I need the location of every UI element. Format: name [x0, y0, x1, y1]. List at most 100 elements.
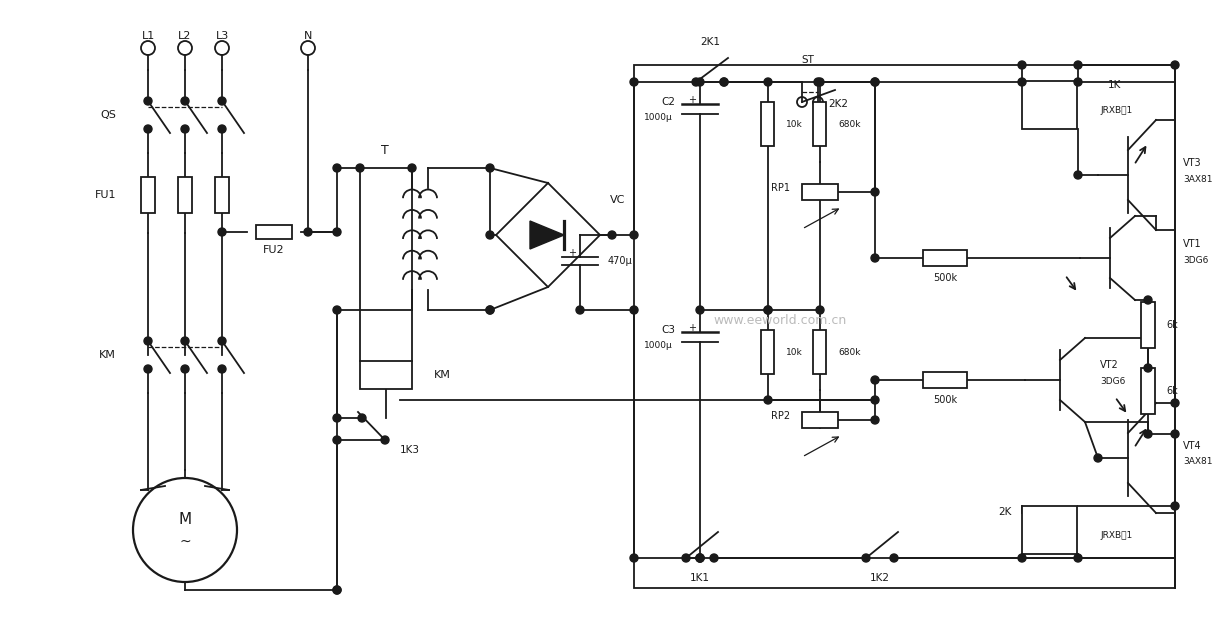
Text: 500k: 500k [933, 395, 957, 405]
Circle shape [1171, 61, 1178, 69]
Text: VT4: VT4 [1183, 441, 1202, 451]
Circle shape [181, 125, 189, 133]
Text: 680k: 680k [838, 119, 860, 128]
Circle shape [181, 337, 189, 345]
Text: 500k: 500k [933, 273, 957, 283]
Circle shape [218, 228, 225, 236]
Text: C3: C3 [662, 325, 675, 335]
Bar [813, 330, 827, 374]
Text: 1K: 1K [1107, 80, 1121, 90]
Text: KM: KM [99, 350, 116, 360]
Text: C2: C2 [662, 97, 675, 107]
Circle shape [696, 554, 704, 562]
Circle shape [816, 78, 824, 86]
Text: 6k: 6k [1166, 386, 1177, 396]
Circle shape [696, 554, 704, 562]
Text: RP2: RP2 [771, 411, 790, 421]
Text: 1000μ: 1000μ [643, 113, 673, 122]
Text: +: + [688, 95, 696, 105]
Circle shape [358, 414, 366, 422]
Bar [922, 250, 967, 266]
Text: FU2: FU2 [263, 245, 284, 255]
Bar [762, 102, 774, 146]
Circle shape [1018, 78, 1027, 86]
Circle shape [764, 78, 772, 86]
Circle shape [181, 97, 189, 105]
Circle shape [764, 306, 772, 314]
Text: 2K2: 2K2 [828, 99, 848, 109]
Circle shape [1144, 364, 1152, 372]
Circle shape [145, 337, 152, 345]
Bar [141, 177, 156, 213]
Circle shape [608, 231, 616, 239]
Polygon shape [530, 221, 564, 249]
Circle shape [720, 78, 728, 86]
Text: VT3: VT3 [1183, 158, 1202, 168]
Circle shape [871, 416, 880, 424]
Text: VT1: VT1 [1183, 239, 1202, 249]
Text: 6k: 6k [1166, 320, 1177, 330]
Bar [635, 65, 1175, 588]
Circle shape [871, 78, 880, 86]
Circle shape [486, 231, 494, 239]
Circle shape [333, 586, 341, 594]
Text: 3DG6: 3DG6 [1100, 376, 1126, 385]
Bar [813, 102, 827, 146]
Circle shape [486, 164, 494, 172]
Text: 1K2: 1K2 [870, 573, 891, 583]
Circle shape [764, 306, 772, 314]
Circle shape [696, 306, 704, 314]
Circle shape [333, 414, 341, 422]
Bar [1023, 81, 1078, 129]
Circle shape [218, 365, 225, 373]
Circle shape [862, 554, 870, 562]
Bar [1140, 368, 1155, 414]
Circle shape [1018, 554, 1027, 562]
Circle shape [304, 228, 312, 236]
Circle shape [1094, 454, 1102, 462]
Text: L2: L2 [179, 31, 191, 41]
Text: L1: L1 [141, 31, 154, 41]
Circle shape [1074, 171, 1082, 179]
Circle shape [486, 306, 494, 314]
Circle shape [576, 306, 584, 314]
Text: 3DG6: 3DG6 [1183, 256, 1208, 265]
Circle shape [1144, 296, 1152, 304]
Circle shape [218, 337, 225, 345]
Text: VT2: VT2 [1100, 360, 1118, 370]
Circle shape [486, 306, 494, 314]
Text: KM: KM [434, 370, 451, 380]
Bar [802, 412, 838, 428]
Text: T: T [381, 144, 388, 156]
Text: RP1: RP1 [771, 183, 790, 193]
Circle shape [696, 554, 704, 562]
Circle shape [1144, 430, 1152, 438]
Text: VC: VC [610, 195, 626, 205]
Circle shape [630, 231, 638, 239]
Circle shape [1074, 554, 1082, 562]
Circle shape [764, 396, 772, 404]
Text: L3: L3 [216, 31, 229, 41]
Text: www.eeworld.com.cn: www.eeworld.com.cn [713, 313, 846, 326]
Circle shape [1074, 61, 1082, 69]
Text: 1K3: 1K3 [401, 445, 420, 455]
Bar [178, 177, 192, 213]
Circle shape [333, 436, 341, 444]
Text: +: + [568, 248, 576, 258]
Circle shape [218, 125, 225, 133]
Circle shape [218, 97, 225, 105]
Circle shape [871, 396, 880, 404]
Circle shape [692, 78, 699, 86]
Text: 680k: 680k [838, 347, 860, 356]
Circle shape [333, 164, 341, 172]
Text: 2K: 2K [998, 507, 1012, 517]
Circle shape [145, 365, 152, 373]
Text: 2K1: 2K1 [699, 37, 720, 47]
Text: JRXB－1: JRXB－1 [1100, 531, 1132, 540]
Bar [360, 361, 412, 389]
Circle shape [871, 188, 880, 196]
Text: 3AX81: 3AX81 [1183, 174, 1213, 183]
Text: FU1: FU1 [94, 190, 116, 200]
Circle shape [630, 554, 638, 562]
Bar [802, 184, 838, 200]
